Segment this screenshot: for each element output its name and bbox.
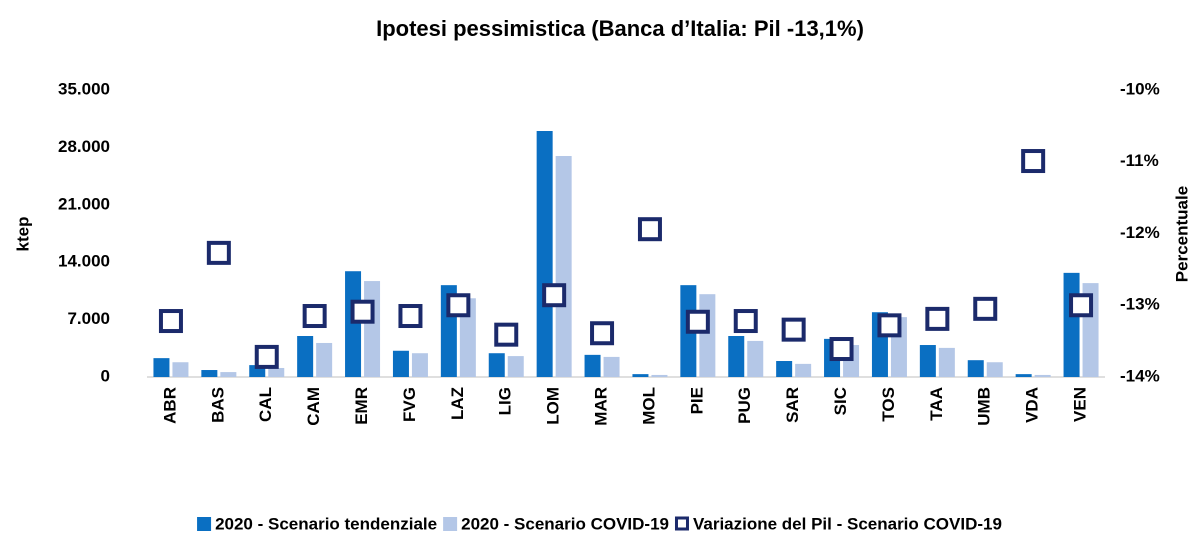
bar: [172, 362, 189, 377]
bar: [507, 356, 524, 377]
y2-tick-label: -11%: [1120, 151, 1159, 170]
bar: [632, 374, 649, 377]
x-tick-label: LAZ: [448, 387, 467, 420]
y2-tick-label: -13%: [1120, 295, 1160, 314]
y2-tick-label: -12%: [1120, 223, 1160, 242]
marker: [637, 217, 662, 242]
x-tick-label: VEN: [1071, 387, 1090, 422]
x-tick-label: SIC: [831, 387, 850, 415]
y-axis-label: ktep: [13, 217, 32, 252]
y-tick-label: 7.000: [67, 309, 110, 328]
marker: [398, 304, 423, 329]
bar: [1063, 272, 1080, 377]
marker: [973, 296, 998, 321]
bar: [249, 365, 266, 377]
marker: [1021, 149, 1046, 174]
bar: [1015, 374, 1032, 377]
x-tick-label: TAA: [927, 387, 946, 421]
marker: [590, 321, 615, 346]
bar: [201, 370, 218, 377]
marker: [158, 309, 183, 334]
marker: [1069, 293, 1094, 318]
bar: [967, 360, 984, 377]
x-tick-label: EMR: [352, 387, 371, 425]
marker: [494, 322, 519, 347]
bar: [699, 294, 716, 377]
y-tick-label: 28.000: [58, 137, 110, 156]
marker: [254, 344, 279, 369]
legend-label: 2020 - Scenario tendenziale: [215, 514, 437, 533]
legend-symbol: [674, 516, 689, 531]
y2-axis-label: Percentuale: [1172, 186, 1191, 282]
marker: [877, 313, 902, 338]
bar: [316, 342, 333, 377]
x-tick-label: CAM: [304, 387, 323, 426]
marker: [733, 309, 758, 334]
bar: [603, 356, 620, 377]
bar: [919, 345, 936, 377]
x-tick-label: VDA: [1023, 387, 1042, 423]
marker: [685, 309, 710, 334]
legend-label: Variazione del Pil - Scenario COVID-19: [693, 514, 1002, 533]
bar: [536, 131, 553, 377]
chart-title: Ipotesi pessimistica (Banca d’Italia: Pi…: [376, 16, 864, 41]
bar: [555, 156, 572, 377]
marker: [829, 337, 854, 362]
marker: [350, 299, 375, 324]
bar: [728, 336, 745, 377]
bar: [364, 281, 381, 377]
x-tick-label: SAR: [783, 387, 802, 423]
bar: [345, 271, 362, 377]
x-tick-label: CAL: [256, 387, 275, 422]
legend-symbol: [443, 517, 458, 531]
x-tick-label: MOL: [639, 387, 658, 425]
marker: [302, 304, 327, 329]
bar: [459, 298, 476, 377]
bar: [392, 350, 409, 377]
bar: [1034, 374, 1051, 377]
marker: [542, 283, 567, 308]
y-tick-label: 35.000: [58, 79, 110, 98]
bar: [986, 362, 1003, 377]
marker: [446, 293, 471, 318]
legend-label: 2020 - Scenario COVID-19: [461, 514, 669, 533]
y2-tick-label: -10%: [1120, 79, 1160, 98]
legend-symbol: [197, 517, 212, 531]
bar: [220, 372, 237, 377]
x-tick-label: LOM: [544, 387, 563, 425]
y-tick-label: 14.000: [58, 252, 110, 271]
bar: [584, 354, 601, 377]
y2-tick-label: -14%: [1120, 366, 1160, 385]
marker: [781, 317, 806, 342]
x-tick-label: BAS: [208, 387, 227, 423]
bar: [776, 361, 793, 377]
marker: [206, 240, 231, 265]
bar: [153, 358, 170, 377]
y-tick-label: 21.000: [58, 194, 110, 213]
bar: [651, 374, 668, 377]
legend: 2020 - Scenario tendenziale 2020 - Scenar…: [197, 514, 1002, 533]
x-tick-label: PIE: [687, 387, 706, 414]
marker: [925, 306, 950, 331]
bar: [411, 353, 428, 377]
x-tick-label: TOS: [879, 387, 898, 422]
x-tick-label: UMB: [975, 387, 994, 426]
bar: [795, 363, 812, 377]
x-tick-label: FVG: [400, 387, 419, 422]
x-tick-label: PUG: [735, 387, 754, 424]
bar: [488, 353, 505, 377]
x-tick-label: ABR: [160, 387, 179, 424]
x-tick-label: MAR: [592, 387, 611, 426]
x-tick-label: LIG: [496, 387, 515, 415]
bar: [938, 347, 955, 377]
bar: [297, 336, 314, 377]
bar: [747, 340, 764, 377]
bar: [268, 367, 285, 377]
y-tick-label: 0: [101, 366, 110, 385]
